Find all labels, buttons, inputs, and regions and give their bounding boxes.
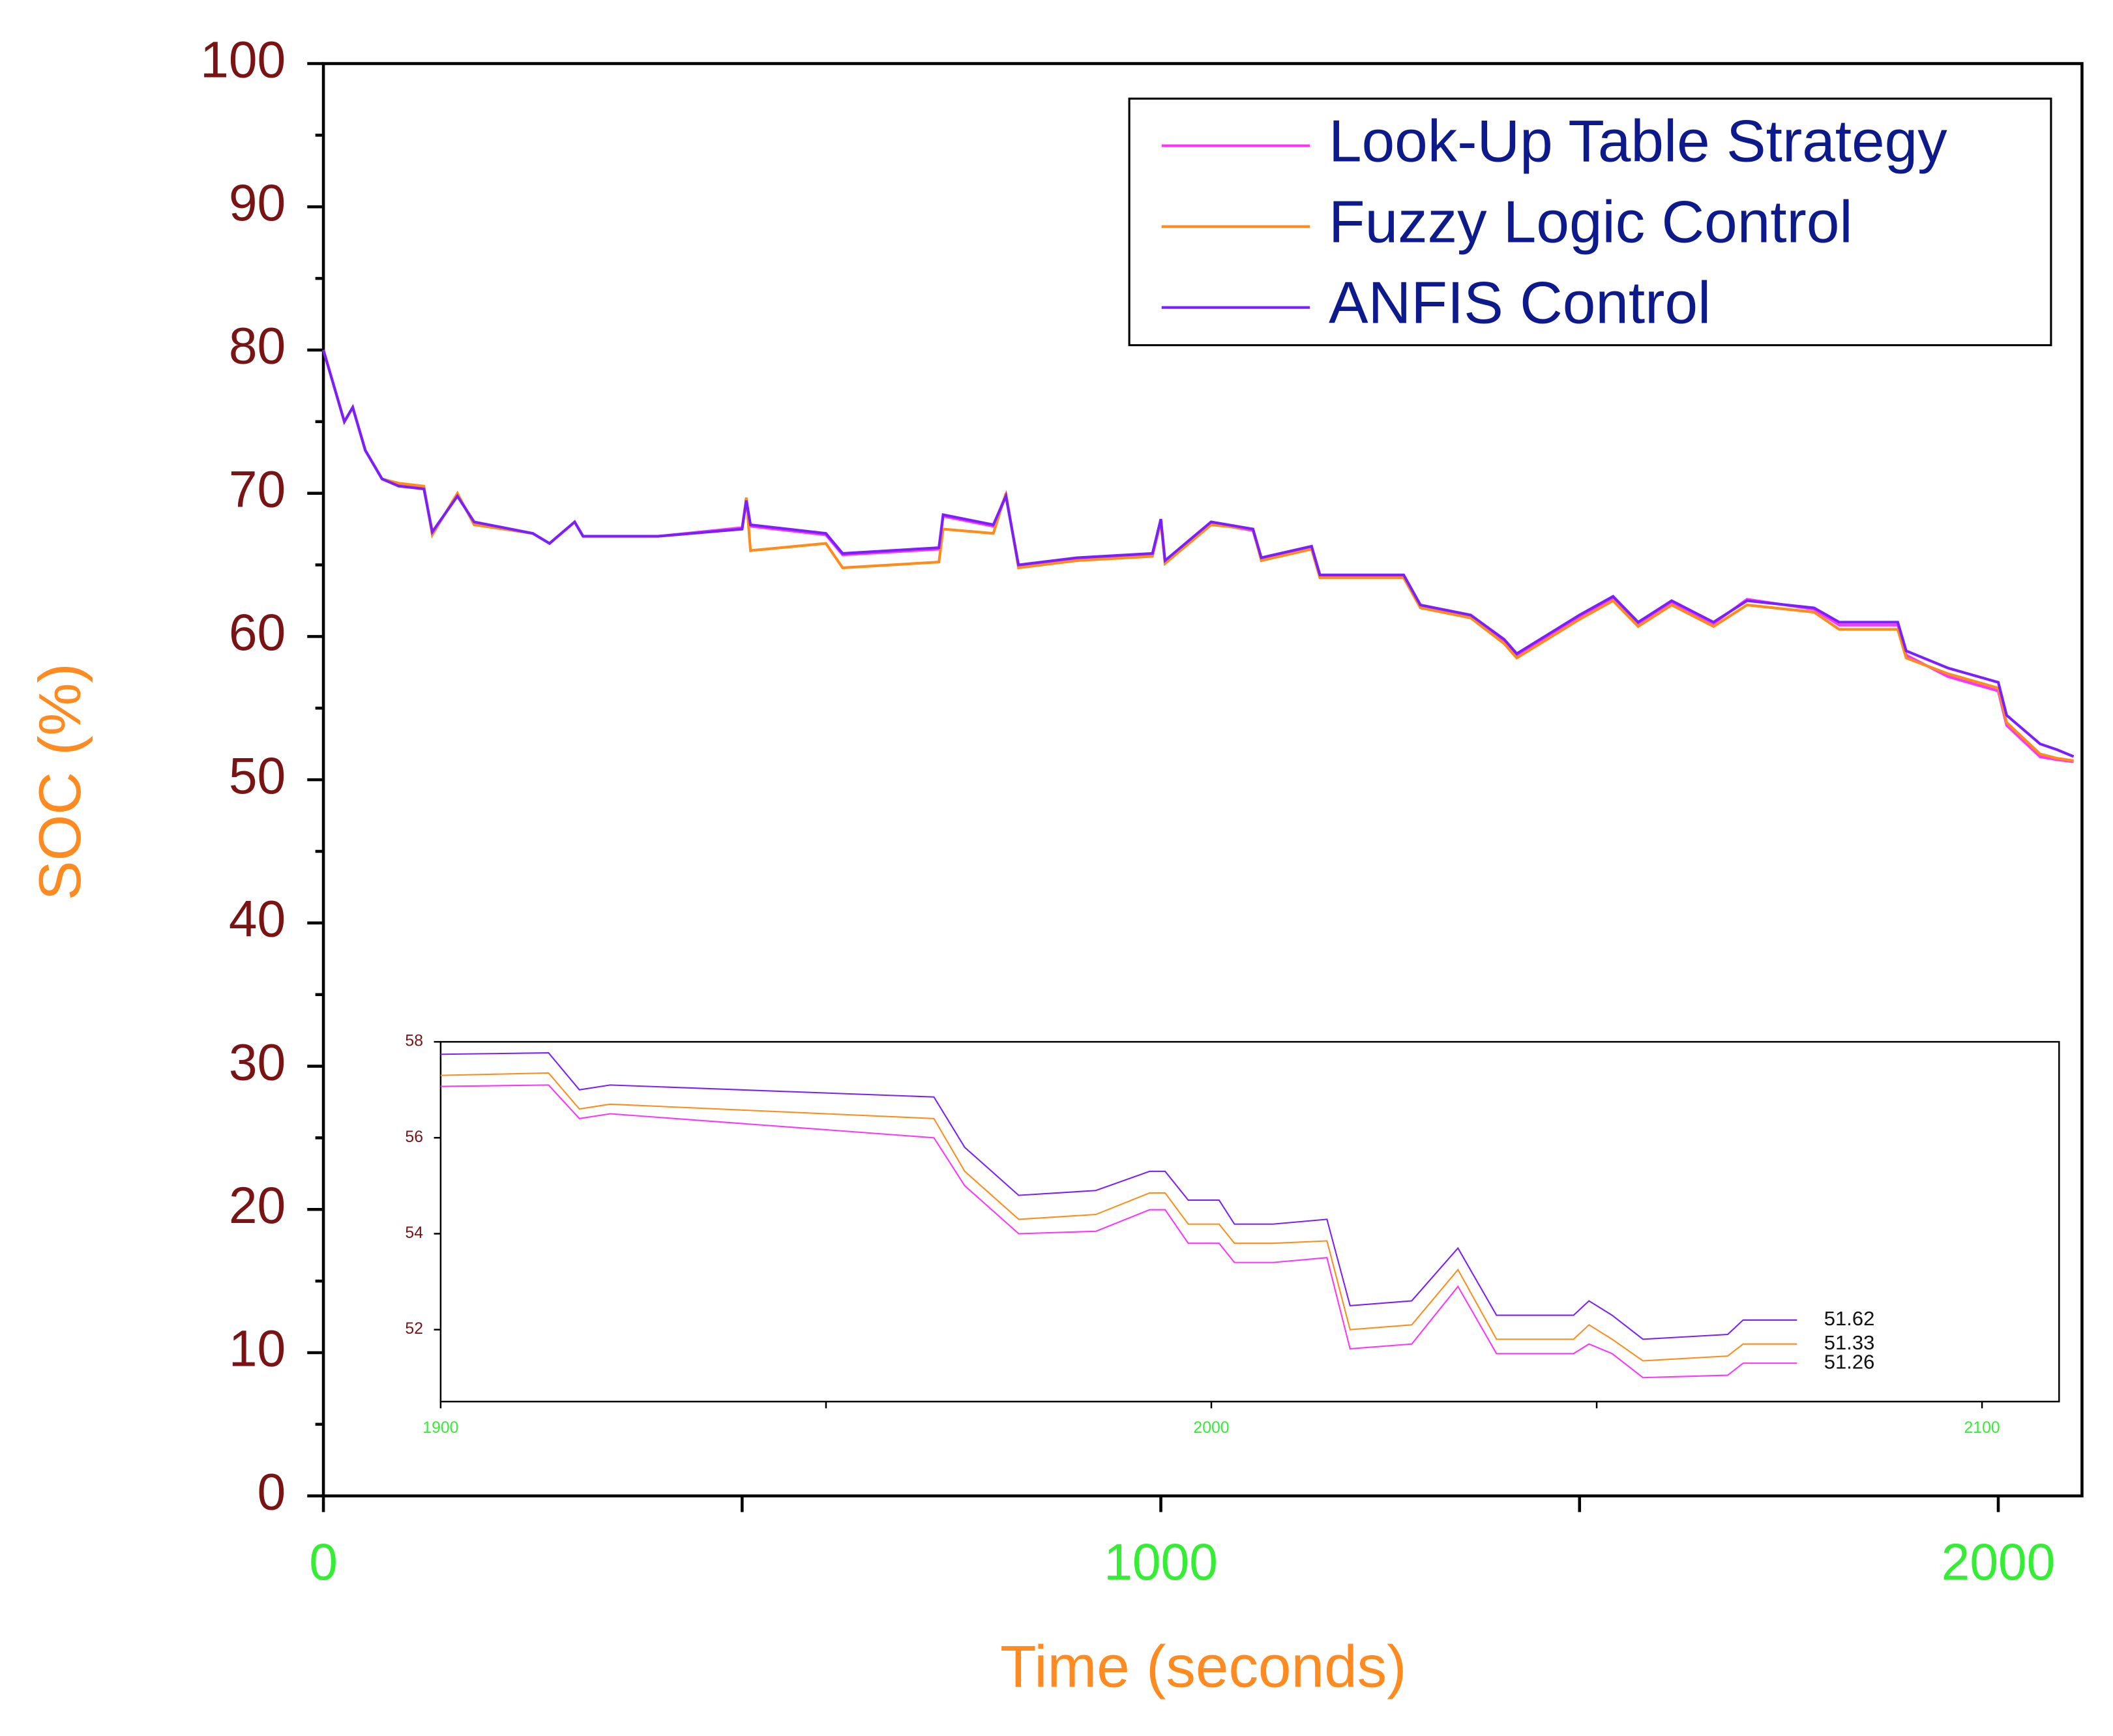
y-tick-label: 50: [229, 747, 286, 804]
y-tick-label: 60: [229, 604, 286, 661]
y-tick-label: 10: [229, 1320, 286, 1377]
legend-box: [1128, 97, 2052, 347]
legend-label: ANFIS Control: [1329, 271, 1711, 336]
x-tick-label: 0: [309, 1533, 338, 1591]
y-tick-label: 20: [229, 1177, 286, 1234]
y-axis-title: SOC (%): [27, 663, 93, 900]
series-line: [440, 1084, 1797, 1379]
y-tick-label: 52: [405, 1320, 423, 1338]
x-tick-label: 2100: [1964, 1419, 2000, 1437]
x-tick-label: 2000: [1193, 1419, 1229, 1437]
end-label: 51.26: [1824, 1350, 1875, 1373]
y-tick-label: 0: [258, 1463, 286, 1520]
y-tick-label: 56: [405, 1128, 423, 1146]
series-line: [440, 1052, 1797, 1340]
y-tick-label: 40: [229, 890, 286, 948]
x-axis-title: Time (seconds): [1000, 1634, 1406, 1699]
legend-label: Look-Up Table Strategy: [1329, 109, 1947, 175]
series-line: [322, 349, 2075, 758]
y-tick-label: 100: [200, 31, 286, 88]
end-label: 51.62: [1824, 1307, 1875, 1330]
y-tick-label: 80: [229, 317, 286, 375]
x-tick-label: 1900: [422, 1419, 458, 1437]
plot-frame: [439, 1040, 2060, 1403]
legend-label: Fuzzy Logic Control: [1329, 190, 1853, 256]
y-tick-label: 58: [405, 1033, 423, 1050]
y-tick-label: 54: [405, 1224, 423, 1242]
x-tick-label: 2000: [1942, 1533, 2056, 1591]
x-tick-label: 1000: [1104, 1533, 1218, 1591]
y-tick-label: 30: [229, 1033, 286, 1091]
y-tick-label: 70: [229, 460, 286, 518]
end-label: 51.33: [1824, 1331, 1875, 1354]
y-tick-label: 90: [229, 174, 286, 231]
series-line: [440, 1072, 1797, 1362]
